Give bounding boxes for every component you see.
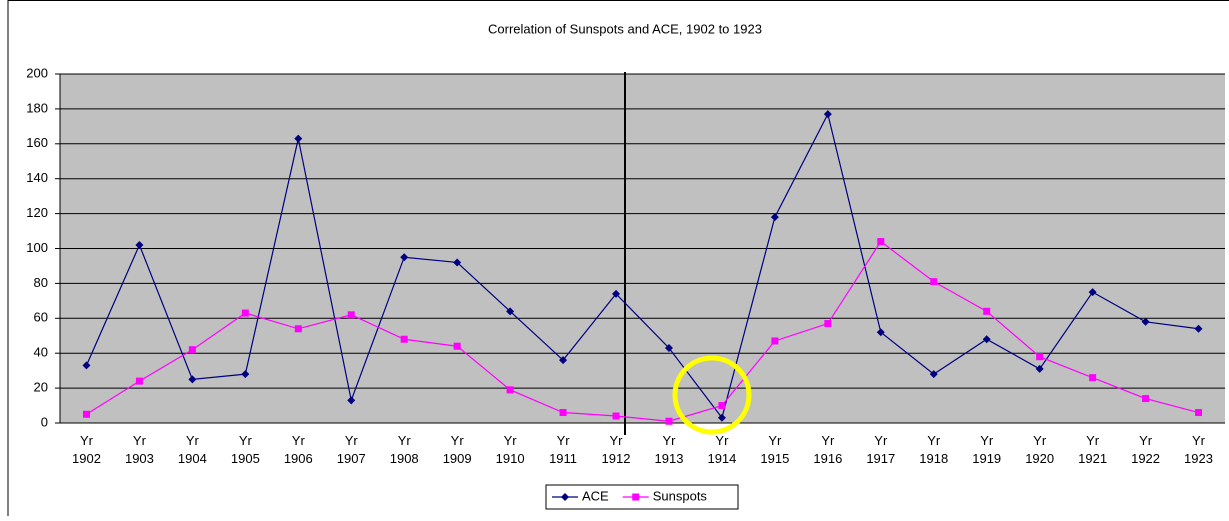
point — [664, 343, 673, 352]
point — [771, 337, 779, 345]
y-tick-label: 180 — [26, 100, 48, 115]
y-tick-label: 120 — [26, 205, 48, 220]
y-tick-label: 0 — [41, 414, 48, 429]
x-tick-label: Yr 1905 — [231, 433, 260, 466]
x-tick-label: Yr 1914 — [707, 433, 736, 466]
x-tick-label: Yr 1903 — [125, 433, 154, 466]
point — [241, 309, 249, 317]
point — [1035, 364, 1044, 373]
x-tick-label: Yr 1907 — [337, 433, 366, 466]
point — [1142, 395, 1150, 403]
point — [347, 311, 355, 319]
point — [506, 386, 514, 394]
point — [982, 335, 991, 344]
point — [612, 412, 620, 420]
point — [1036, 353, 1044, 361]
point — [294, 134, 303, 143]
point — [665, 417, 673, 425]
point — [876, 328, 885, 337]
x-tick-label: Yr 1920 — [1025, 433, 1054, 466]
x-tick-label: Yr 1906 — [284, 433, 313, 466]
point — [400, 335, 408, 343]
point — [1089, 374, 1097, 382]
y-tick-label: 60 — [34, 310, 48, 325]
x-tick-label: Yr 1904 — [178, 433, 207, 466]
point — [770, 213, 779, 222]
point — [453, 342, 461, 350]
point — [718, 402, 726, 410]
point — [400, 253, 409, 262]
highlight-circle — [672, 355, 752, 435]
point — [1088, 288, 1097, 297]
point — [347, 396, 356, 405]
x-tick-label: Yr 1915 — [760, 433, 789, 466]
x-tick-label: Yr 1923 — [1184, 433, 1213, 466]
point — [561, 493, 569, 501]
point — [632, 493, 640, 501]
x-tick-label: Yr 1919 — [972, 433, 1001, 466]
point — [929, 370, 938, 379]
y-tick-label: 200 — [26, 65, 48, 80]
x-tick-label: Yr 1922 — [1131, 433, 1160, 466]
point — [188, 375, 197, 384]
y-tick-label: 80 — [34, 275, 48, 290]
x-tick-label: Yr 1912 — [602, 433, 631, 466]
point — [453, 258, 462, 267]
point — [1194, 324, 1203, 333]
x-tick-label: Yr 1909 — [443, 433, 472, 466]
point — [188, 346, 196, 354]
x-tick-label: Yr 1902 — [72, 433, 101, 466]
y-tick-label: 20 — [34, 380, 48, 395]
y-tick-label: 140 — [26, 170, 48, 185]
point — [82, 361, 91, 370]
x-tick-label: Yr 1908 — [390, 433, 419, 466]
point — [1195, 409, 1203, 417]
chart-title: Correlation of Sunspots and ACE, 1902 to… — [488, 21, 762, 36]
series-line — [86, 240, 1199, 422]
point — [823, 110, 832, 119]
x-tick-label: Yr 1910 — [496, 433, 525, 466]
x-tick-label: Yr 1916 — [813, 433, 842, 466]
point — [82, 410, 90, 418]
x-tick-label: Yr 1921 — [1078, 433, 1107, 466]
x-tick-label: Yr 1918 — [919, 433, 948, 466]
x-tick-label: Yr 1913 — [655, 433, 684, 466]
point — [877, 238, 885, 246]
point — [241, 370, 250, 379]
y-tick-label: 40 — [34, 345, 48, 360]
point — [506, 307, 515, 316]
point — [559, 409, 567, 417]
x-tick-label: Yr 1911 — [549, 433, 577, 466]
y-tick-label: 100 — [26, 240, 48, 255]
point — [135, 377, 143, 385]
point — [717, 413, 726, 422]
point — [612, 289, 621, 298]
point — [1141, 317, 1150, 326]
y-tick-label: 160 — [26, 135, 48, 150]
point — [983, 307, 991, 315]
legend-label: ACE — [582, 488, 609, 503]
point — [824, 320, 832, 328]
x-tick-label: Yr 1917 — [866, 433, 895, 466]
point — [559, 356, 568, 365]
series-line — [85, 112, 1199, 420]
legend-label: Sunspots — [653, 488, 708, 503]
point — [294, 325, 302, 333]
point — [930, 278, 938, 286]
point — [135, 241, 144, 250]
